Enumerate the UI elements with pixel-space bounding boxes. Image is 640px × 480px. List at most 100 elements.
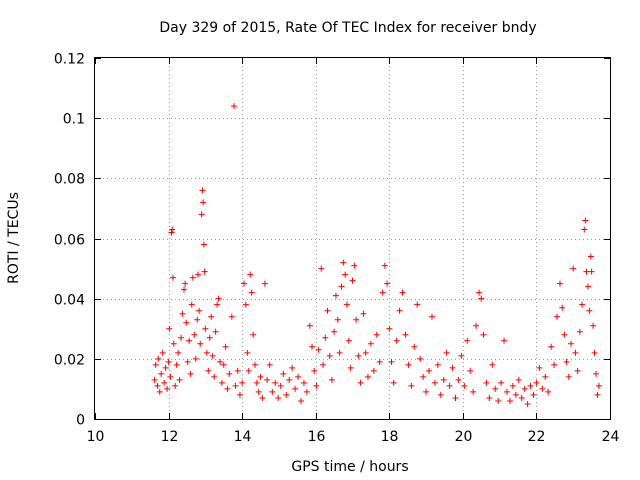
data-point (211, 373, 218, 380)
data-point (206, 334, 213, 341)
data-point (228, 313, 235, 320)
data-point (332, 292, 339, 299)
data-point (322, 334, 329, 341)
y-tick-label: 0 (76, 413, 85, 429)
data-point (224, 385, 231, 392)
data-point (390, 379, 397, 386)
data-point (360, 310, 367, 317)
x-tick-label: 12 (161, 429, 179, 445)
data-point (542, 373, 549, 380)
data-point (483, 379, 490, 386)
data-point (572, 349, 579, 356)
data-point (245, 367, 252, 374)
data-point (280, 370, 287, 377)
data-point (548, 343, 555, 350)
data-point (458, 352, 465, 359)
data-point (590, 322, 597, 329)
data-point (455, 376, 462, 383)
data-point (283, 391, 290, 398)
data-point (315, 346, 322, 353)
data-point (182, 280, 189, 287)
data-point (581, 226, 588, 233)
data-point (414, 301, 421, 308)
data-point (574, 367, 581, 374)
data-point (218, 379, 225, 386)
data-point (559, 304, 566, 311)
data-point (576, 328, 583, 335)
data-point (512, 391, 519, 398)
data-point (565, 373, 572, 380)
x-tick-label: 10 (87, 429, 105, 445)
data-point (593, 370, 600, 377)
data-point (154, 382, 161, 389)
data-point (214, 301, 221, 308)
data-point (231, 103, 238, 110)
data-point (200, 241, 207, 248)
data-point (449, 364, 456, 371)
data-point (498, 379, 505, 386)
data-point (347, 364, 354, 371)
data-point (189, 274, 196, 281)
data-point (209, 352, 216, 359)
data-point (399, 289, 406, 296)
data-point (242, 301, 249, 308)
data-point (417, 355, 424, 362)
data-point (178, 334, 185, 341)
data-point (486, 394, 493, 401)
data-point (215, 295, 222, 302)
data-point (351, 262, 358, 269)
data-point (357, 379, 364, 386)
data-point (212, 328, 219, 335)
data-point (521, 385, 528, 392)
data-point (384, 280, 391, 287)
data-point (194, 316, 201, 323)
data-point (334, 316, 341, 323)
data-point (248, 289, 255, 296)
data-point (155, 355, 162, 362)
data-point (205, 367, 212, 374)
data-point (587, 253, 594, 260)
x-tick-label: 22 (528, 429, 546, 445)
data-point (405, 361, 412, 368)
data-point (437, 391, 444, 398)
data-point (515, 376, 522, 383)
data-point (367, 340, 374, 347)
data-point (480, 331, 487, 338)
data-point (545, 388, 552, 395)
data-point (533, 379, 540, 386)
data-point (226, 370, 233, 377)
data-point (426, 367, 433, 374)
data-point (252, 361, 259, 368)
data-point (411, 343, 418, 350)
data-point (195, 271, 201, 278)
data-point (191, 331, 198, 338)
data-point (250, 331, 257, 338)
data-point (495, 397, 502, 404)
data-point (255, 388, 262, 395)
data-point (349, 277, 356, 284)
data-point (295, 373, 302, 380)
data-point (201, 268, 208, 275)
data-point (192, 355, 199, 362)
data-point (376, 358, 383, 365)
data-point (342, 271, 349, 278)
data-point (202, 325, 209, 332)
grid-layer (95, 58, 610, 419)
data-point (353, 316, 360, 323)
data-point (303, 388, 310, 395)
data-point (464, 337, 471, 344)
data-point (165, 358, 172, 365)
data-point (324, 307, 331, 314)
data-point (478, 295, 485, 302)
data-point (591, 349, 598, 356)
data-point (292, 385, 299, 392)
x-tick-label: 14 (234, 429, 252, 445)
data-point (408, 382, 415, 389)
data-point (166, 325, 173, 332)
data-point (232, 382, 239, 389)
data-point (446, 382, 453, 389)
x-axis-label: GPS time / hours (291, 459, 408, 475)
x-tick-label: 18 (381, 429, 399, 445)
data-point (434, 361, 441, 368)
